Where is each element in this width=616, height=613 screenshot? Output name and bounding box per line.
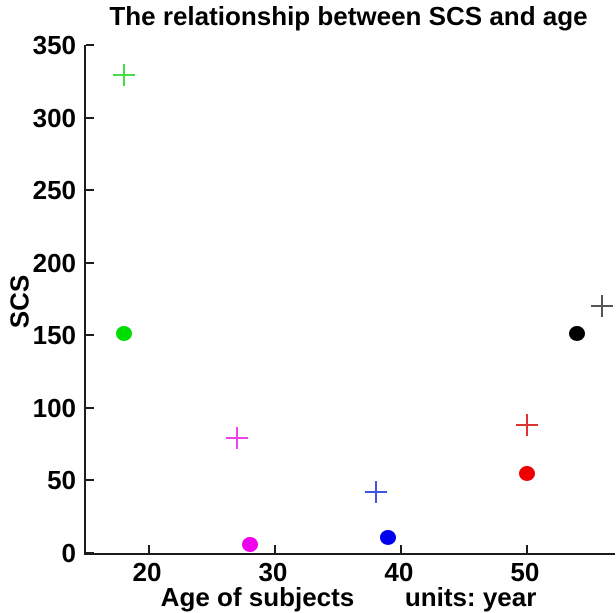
y-tick-label: 50 <box>47 465 76 496</box>
chart-title: The relationship between SCS and age <box>109 1 588 31</box>
x-tick-label: 30 <box>258 557 288 587</box>
data-point-plus <box>515 414 538 437</box>
data-point-dot <box>518 465 535 481</box>
data-point-dot <box>241 536 258 552</box>
x-tick-mark <box>147 545 150 553</box>
data-point-plus <box>591 295 614 318</box>
plus-vertical-bar <box>236 427 239 450</box>
data-point-plus <box>226 427 249 450</box>
plus-vertical-bar <box>525 414 528 437</box>
plus-vertical-bar <box>374 481 377 504</box>
x-tick-label: 20 <box>132 557 162 587</box>
y-tick-label: 300 <box>32 102 76 133</box>
y-tick-label: 0 <box>61 538 76 568</box>
plus-vertical-bar <box>122 64 125 87</box>
x-tick-mark <box>399 545 402 553</box>
data-point-plus <box>364 481 387 504</box>
data-point-dot <box>380 529 397 545</box>
data-point-dot <box>115 326 132 342</box>
x-tick-label: 40 <box>384 557 414 587</box>
x-tick-mark <box>525 545 528 553</box>
x-axis-label: Age of subjects units: year <box>160 582 537 612</box>
plot-area <box>84 44 615 555</box>
y-tick-mark <box>86 334 94 337</box>
y-tick-mark <box>86 189 94 192</box>
y-tick-mark <box>86 479 94 482</box>
y-tick-mark <box>86 116 94 119</box>
data-point-dot <box>569 326 586 342</box>
y-tick-label: 250 <box>32 175 76 206</box>
y-tick-label: 100 <box>32 392 76 423</box>
plus-vertical-bar <box>601 295 604 318</box>
y-tick-label: 200 <box>32 247 76 278</box>
y-tick-mark <box>86 44 94 46</box>
y-tick-label: 350 <box>32 30 76 60</box>
x-tick-label: 50 <box>510 557 540 587</box>
y-tick-label: 150 <box>32 320 76 351</box>
y-tick-mark <box>86 406 94 409</box>
y-tick-mark <box>86 261 94 264</box>
y-tick-mark <box>86 552 94 554</box>
x-tick-mark <box>273 545 276 553</box>
data-point-plus <box>112 64 135 87</box>
